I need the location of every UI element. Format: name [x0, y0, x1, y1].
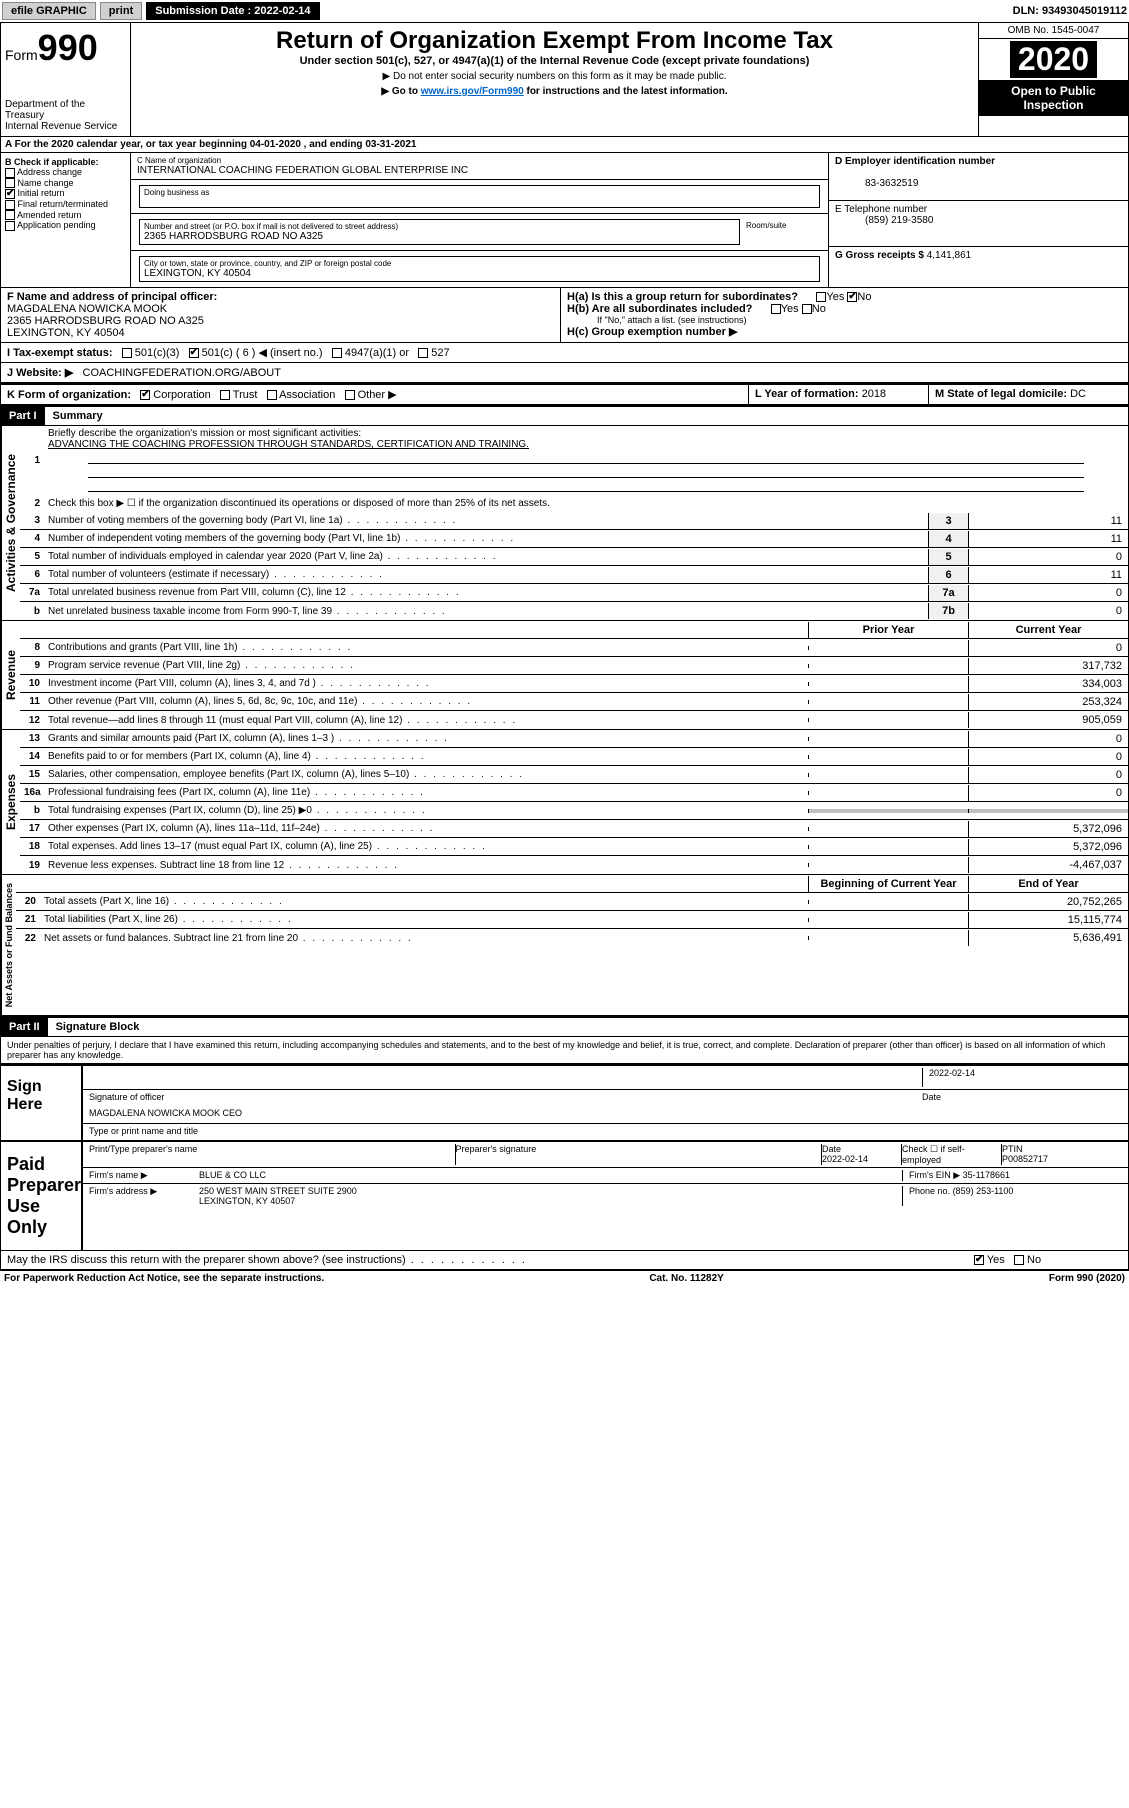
- table-row: 9 Program service revenue (Part VIII, li…: [20, 657, 1128, 675]
- table-row: 13 Grants and similar amounts paid (Part…: [20, 730, 1128, 748]
- section-fh: F Name and address of principal officer:…: [0, 288, 1129, 343]
- top-bar: efile GRAPHIC print Submission Date : 20…: [0, 0, 1129, 22]
- mission-text: ADVANCING THE COACHING PROFESSION THROUG…: [48, 439, 529, 450]
- table-row: 14 Benefits paid to or for members (Part…: [20, 748, 1128, 766]
- submission-date: Submission Date : 2022-02-14: [146, 2, 319, 20]
- table-row: 6 Total number of volunteers (estimate i…: [20, 566, 1128, 584]
- table-row: 20 Total assets (Part X, line 16) 20,752…: [16, 893, 1128, 911]
- open-public-badge: Open to Public Inspection: [979, 80, 1128, 116]
- city-label: City or town, state or province, country…: [144, 259, 815, 268]
- vlabel-gov: Activities & Governance: [1, 426, 20, 620]
- section-governance: Activities & Governance 1 Briefly descri…: [0, 426, 1129, 621]
- officer-label: F Name and address of principal officer:: [7, 291, 217, 303]
- dln: DLN: 93493045019112: [1013, 5, 1127, 17]
- officer-name: MAGDALENA NOWICKA MOOK: [7, 303, 167, 315]
- vlabel-net: Net Assets or Fund Balances: [1, 875, 16, 1015]
- table-row: 3 Number of voting members of the govern…: [20, 512, 1128, 530]
- perjury-declaration: Under penalties of perjury, I declare th…: [0, 1037, 1129, 1064]
- org-name-label: C Name of organization: [137, 156, 822, 165]
- table-row: 19 Revenue less expenses. Subtract line …: [20, 856, 1128, 874]
- table-row: 22 Net assets or fund balances. Subtract…: [16, 929, 1128, 947]
- firm-ein: 35-1178661: [963, 1170, 1010, 1180]
- room-label: Room/suite: [742, 217, 822, 247]
- section-revenue: Revenue Prior Year Current Year 8 Contri…: [0, 621, 1129, 730]
- website-value: COACHINGFEDERATION.ORG/ABOUT: [83, 367, 281, 379]
- table-row: 18 Total expenses. Add lines 13–17 (must…: [20, 838, 1128, 856]
- firm-addr: 250 WEST MAIN STREET SUITE 2900: [199, 1186, 357, 1196]
- ein-value: 83-3632519: [835, 178, 918, 189]
- form-number: Form990: [5, 27, 126, 69]
- ein-label: D Employer identification number: [835, 156, 995, 167]
- street-addr: 2365 HARRODSBURG ROAD NO A325: [144, 231, 735, 242]
- table-row: b Net unrelated business taxable income …: [20, 602, 1128, 620]
- section-bcdeg: B Check if applicable: Address change Na…: [0, 153, 1129, 288]
- print-button[interactable]: print: [100, 2, 142, 20]
- form-header: Form990 Department of the Treasury Inter…: [0, 22, 1129, 137]
- table-row: 8 Contributions and grants (Part VIII, l…: [20, 639, 1128, 657]
- discuss-row: May the IRS discuss this return with the…: [0, 1251, 1129, 1270]
- firm-phone: (859) 253-1100: [953, 1186, 1014, 1196]
- section-expenses: Expenses 13 Grants and similar amounts p…: [0, 730, 1129, 875]
- table-row: 4 Number of independent voting members o…: [20, 530, 1128, 548]
- officer-signature-name: MAGDALENA NOWICKA MOOK CEO: [89, 1108, 242, 1121]
- ptin-value: P00852717: [1002, 1154, 1048, 1164]
- paid-preparer-section: Paid Preparer Use Only Print/Type prepar…: [0, 1141, 1129, 1251]
- line2-text: Check this box ▶ ☐ if the organization d…: [44, 496, 1128, 511]
- sign-date: 2022-02-14: [922, 1068, 1122, 1087]
- form-subtitle: Under section 501(c), 527, or 4947(a)(1)…: [135, 55, 974, 67]
- part2-header: Part II Signature Block: [0, 1016, 1129, 1037]
- table-row: b Total fundraising expenses (Part IX, c…: [20, 802, 1128, 820]
- officer-city: LEXINGTON, KY 40504: [7, 327, 125, 339]
- page-footer: For Paperwork Reduction Act Notice, see …: [0, 1270, 1129, 1286]
- h-b: H(b) Are all subordinates included? Yes …: [567, 303, 1122, 315]
- dept-treasury: Department of the Treasury: [5, 99, 126, 121]
- dba-label: Doing business as: [144, 188, 815, 197]
- tax-year: 2020: [1010, 41, 1097, 78]
- city-state-zip: LEXINGTON, KY 40504: [144, 268, 815, 279]
- org-name: INTERNATIONAL COACHING FEDERATION GLOBAL…: [137, 165, 822, 176]
- table-row: 21 Total liabilities (Part X, line 26) 1…: [16, 911, 1128, 929]
- phone-label: E Telephone number: [835, 204, 927, 215]
- h-c: H(c) Group exemption number ▶: [567, 325, 1122, 338]
- table-row: 17 Other expenses (Part IX, column (A), …: [20, 820, 1128, 838]
- irs-label: Internal Revenue Service: [5, 121, 126, 132]
- irs-link[interactable]: www.irs.gov/Form990: [421, 86, 524, 97]
- row-i: I Tax-exempt status: 501(c)(3) 501(c) ( …: [0, 343, 1129, 363]
- table-row: 5 Total number of individuals employed i…: [20, 548, 1128, 566]
- vlabel-exp: Expenses: [1, 730, 20, 874]
- part1-header: Part I Summary: [0, 405, 1129, 426]
- addr-label: Number and street (or P.O. box if mail i…: [144, 222, 735, 231]
- row-klm: K Form of organization: Corporation Trus…: [0, 383, 1129, 405]
- table-row: 11 Other revenue (Part VIII, column (A),…: [20, 693, 1128, 711]
- phone-value: (859) 219-3580: [835, 215, 933, 226]
- row-a-tax-year: A For the 2020 calendar year, or tax yea…: [0, 137, 1129, 153]
- sign-here-section: Sign Here 2022-02-14 Signature of office…: [0, 1064, 1129, 1141]
- gross-receipts-value: 4,141,861: [927, 250, 972, 261]
- firm-name: BLUE & CO LLC: [199, 1170, 902, 1181]
- omb-number: OMB No. 1545-0047: [979, 23, 1128, 39]
- firm-city: LEXINGTON, KY 40507: [199, 1196, 295, 1206]
- form-title: Return of Organization Exempt From Incom…: [135, 27, 974, 55]
- h-b-note: If "No," attach a list. (see instruction…: [567, 315, 1122, 325]
- efile-button[interactable]: efile GRAPHIC: [2, 2, 96, 20]
- row-j: J Website: ▶ COACHINGFEDERATION.ORG/ABOU…: [0, 363, 1129, 383]
- section-net-assets: Net Assets or Fund Balances Beginning of…: [0, 875, 1129, 1016]
- table-row: 15 Salaries, other compensation, employe…: [20, 766, 1128, 784]
- table-row: 7a Total unrelated business revenue from…: [20, 584, 1128, 602]
- h-a: H(a) Is this a group return for subordin…: [567, 291, 1122, 303]
- table-row: 10 Investment income (Part VIII, column …: [20, 675, 1128, 693]
- box-b: B Check if applicable: Address change Na…: [1, 153, 131, 287]
- gross-receipts-label: G Gross receipts $: [835, 250, 924, 261]
- table-row: 16a Professional fundraising fees (Part …: [20, 784, 1128, 802]
- vlabel-rev: Revenue: [1, 621, 20, 729]
- table-row: 12 Total revenue—add lines 8 through 11 …: [20, 711, 1128, 729]
- note-link: ▶ Go to www.irs.gov/Form990 for instruct…: [135, 86, 974, 97]
- note-ssn: ▶ Do not enter social security numbers o…: [135, 71, 974, 82]
- officer-addr: 2365 HARRODSBURG ROAD NO A325: [7, 315, 204, 327]
